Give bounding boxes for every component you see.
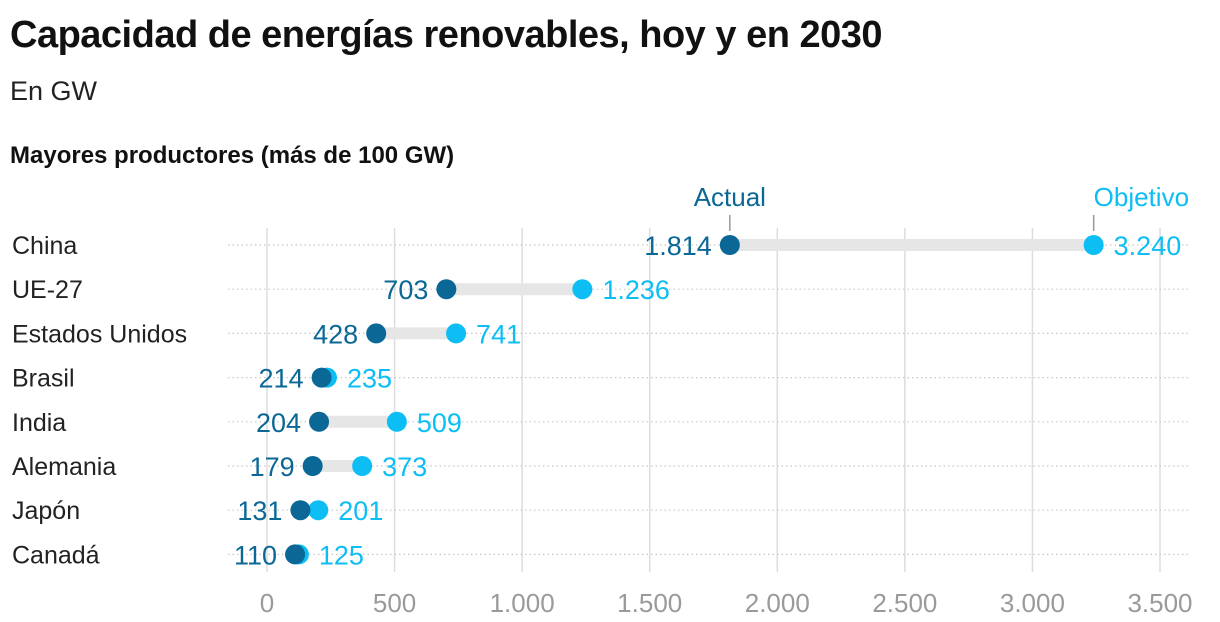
- x-tick-label: 3.000: [1000, 588, 1065, 618]
- actual-dot: [719, 235, 740, 255]
- objetivo-value-label: 235: [347, 364, 392, 394]
- objetivo-value-label: 1.236: [602, 275, 670, 305]
- objetivo-value-label: 201: [338, 496, 383, 526]
- x-tick-label: 1.500: [617, 588, 682, 618]
- x-tick-label: 0: [260, 588, 274, 618]
- objetivo-dot: [352, 456, 373, 476]
- objetivo-dot: [386, 411, 407, 432]
- x-tick-label: 3.500: [1127, 588, 1192, 618]
- objetivo-dot: [308, 500, 329, 521]
- section-label: Mayores productores (más de 100 GW): [10, 142, 455, 169]
- category-label: Brasil: [12, 365, 75, 393]
- objetivo-dot: [1083, 235, 1104, 255]
- actual-value-label: 131: [237, 496, 282, 526]
- objetivo-dot: [446, 323, 467, 344]
- actual-value-label: 428: [313, 319, 358, 349]
- actual-value-label: 703: [383, 275, 428, 305]
- category-label: Alemania: [12, 453, 116, 481]
- actual-dot: [302, 456, 323, 476]
- category-label: UE-27: [12, 276, 83, 304]
- x-tick-label: 1.000: [490, 588, 555, 618]
- x-tick-label: 2.500: [872, 588, 937, 618]
- category-label: Japón: [12, 497, 80, 525]
- actual-value-label: 214: [259, 364, 304, 394]
- actual-value-label: 204: [256, 408, 301, 438]
- chart-subtitle: En GW: [10, 76, 98, 106]
- category-label: China: [12, 232, 77, 260]
- objetivo-value-label: 373: [382, 452, 427, 482]
- actual-value-label: 110: [234, 540, 277, 570]
- objetivo-value-label: 3.240: [1114, 231, 1182, 261]
- actual-dot: [366, 323, 387, 344]
- objetivo-value-label: 125: [319, 540, 364, 570]
- chart-title: Capacidad de energías renovables, hoy y …: [10, 14, 883, 56]
- actual-dot: [285, 544, 306, 565]
- x-tick-label: 2.000: [745, 588, 810, 618]
- actual-dot: [311, 367, 332, 388]
- actual-value-label: 1.814: [644, 231, 712, 261]
- actual-dot: [436, 279, 457, 300]
- category-label: Estados Unidos: [12, 320, 187, 348]
- legend-actual: Actual: [694, 182, 766, 212]
- objetivo-dot: [572, 279, 593, 300]
- actual-dot: [290, 500, 311, 521]
- x-tick-label: 500: [373, 588, 416, 618]
- category-label: Canadá: [12, 541, 100, 569]
- objetivo-value-label: 741: [476, 319, 521, 349]
- legend-objetivo: Objetivo: [1094, 182, 1189, 212]
- actual-dot: [309, 411, 330, 432]
- objetivo-value-label: 509: [417, 408, 462, 438]
- actual-value-label: 179: [250, 452, 295, 482]
- category-label: India: [12, 409, 66, 437]
